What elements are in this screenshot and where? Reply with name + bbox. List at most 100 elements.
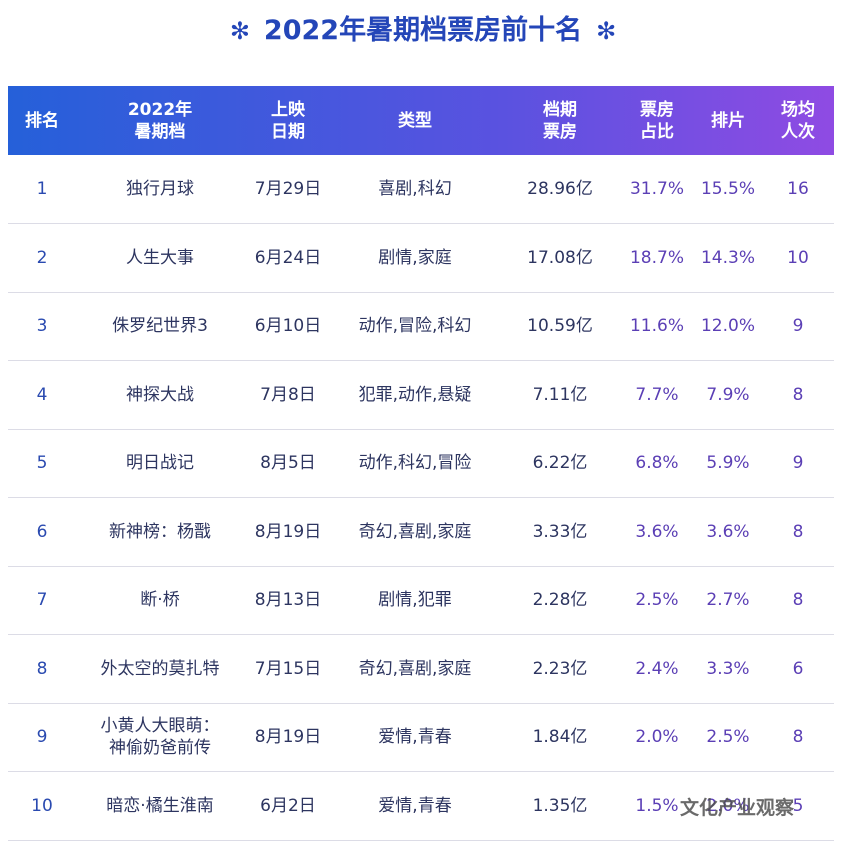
table-row: 10 暗恋·橘生淮南 6月2日 爱情,青春 1.35亿 1.5% 2.0% 5 [8,772,834,841]
table-cell: 独行月球 [75,155,245,223]
table-cell: 爱情,青春 [340,703,490,771]
cell-text: 8 [792,384,804,405]
cell-text: 6月2日 [260,795,316,816]
cell-text: 6.22亿 [532,453,588,473]
table-cell: 神探大战 [75,361,245,429]
table-cell: 15.5% [693,155,763,223]
table-cell: 2.5% [617,566,697,634]
table-cell: 2.28亿 [500,566,620,634]
table-cell: 3.33亿 [500,498,620,566]
table-cell: 8月5日 [238,429,338,497]
table-cell: 10 [12,772,72,840]
header-cell: 档期 票房 [500,86,620,155]
cell-text: 1.5% [635,795,679,816]
table-cell: 2.0% [617,703,697,771]
cell-text: 动作,冒险,科幻 [358,316,472,336]
table-cell: 1.84亿 [500,703,620,771]
header-cell: 场均 人次 [768,86,828,155]
header-text: 排名 [25,110,59,131]
cell-text: 3.3% [706,658,750,679]
cell-text: 神偷奶爸前传 [109,738,211,758]
table-cell: 7月15日 [238,635,338,703]
table-cell: 爱情,青春 [340,772,490,840]
header-text: 排片 [711,110,745,131]
cell-text: 2.4% [635,658,679,679]
table-cell: 动作,科幻,冒险 [340,429,490,497]
table-row: 6 新神榜：杨戬 8月19日 奇幻,喜剧,家庭 3.33亿 3.6% 3.6% 8 [8,498,834,567]
table-row: 2 人生大事 6月24日 剧情,家庭 17.08亿 18.7% 14.3% 10 [8,224,834,293]
table-cell: 剧情,家庭 [340,224,490,292]
table-cell: 6月10日 [238,292,338,360]
cell-text: 28.96亿 [527,179,593,199]
table-cell: 1.35亿 [500,772,620,840]
cell-text: 3.6% [706,521,750,542]
table-cell: 2.0% [693,772,763,840]
cell-text: 6 [792,658,804,679]
cell-text: 10 [787,247,809,268]
cell-text: 7月29日 [254,179,322,199]
table-cell: 16 [768,155,828,223]
cell-text: 15.5% [700,179,755,199]
cell-text: 7.11亿 [532,384,588,405]
header-text: 人次 [781,121,815,142]
cell-text: 31.7% [629,179,684,199]
cell-text: 7.9% [706,384,750,405]
table-cell: 2.23亿 [500,635,620,703]
cell-text: 爱情,青春 [378,727,452,747]
table-cell: 犯罪,动作,悬疑 [340,361,490,429]
cell-text: 11.6% [629,316,684,336]
cell-text: 喜剧,科幻 [378,179,452,199]
table-cell: 新神榜：杨戬 [75,498,245,566]
table-cell: 侏罗纪世界3 [75,292,245,360]
table-cell: 6月24日 [238,224,338,292]
table-cell: 7 [12,566,72,634]
cell-text: 10 [31,795,53,816]
table-cell: 6.8% [617,429,697,497]
cell-text: 爱情,青春 [378,795,452,816]
cell-text: 2.5% [706,727,750,747]
table-cell: 9 [768,292,828,360]
header-text: 场均 [781,99,815,120]
cell-text: 8 [792,521,804,542]
table-cell: 31.7% [617,155,697,223]
header-text: 类型 [398,110,432,131]
table-cell: 10 [768,224,828,292]
cell-text: 12.0% [700,316,755,336]
table-cell: 6 [12,498,72,566]
table-cell: 4 [12,361,72,429]
cell-text: 6月24日 [254,247,322,268]
cell-text: 2.23亿 [532,658,588,679]
table-cell: 6.22亿 [500,429,620,497]
table-cell: 17.08亿 [500,224,620,292]
cell-text: 外太空的莫扎特 [100,658,220,679]
cell-text: 8月5日 [260,453,316,473]
table-cell: 2 [12,224,72,292]
table-header: 排名 2022年 暑期档 上映 日期 类型 档期 票房 票房 占比 排片 场均 人次 [8,86,834,155]
cell-text: 7.7% [635,384,679,405]
table-cell: 8 [12,635,72,703]
table-cell: 3.6% [617,498,697,566]
cell-text: 2.0% [635,727,679,747]
cell-text: 明日战记 [126,453,194,473]
cell-text: 3 [36,316,48,336]
header-text: 档期 [543,99,577,120]
cell-text: 1.35亿 [532,795,588,816]
table-row: 4 神探大战 7月8日 犯罪,动作,悬疑 7.11亿 7.7% 7.9% 8 [8,361,834,430]
table-cell: 10.59亿 [500,292,620,360]
table-cell: 奇幻,喜剧,家庭 [340,498,490,566]
table-row: 3 侏罗纪世界3 6月10日 动作,冒险,科幻 10.59亿 11.6% 12.0% 9 [8,292,834,361]
table-cell: 6 [768,635,828,703]
cell-text: 6.8% [635,453,679,473]
cell-text: 8月13日 [254,590,322,610]
header-text: 日期 [271,121,305,142]
cell-text: 独行月球 [126,179,194,199]
table-cell: 6月2日 [238,772,338,840]
table-cell: 1 [12,155,72,223]
table-cell: 2.5% [693,703,763,771]
header-text: 占比 [640,121,674,142]
cell-text: 新神榜：杨戬 [109,521,211,542]
cell-text: 犯罪,动作,悬疑 [358,384,472,405]
cell-text: 小黄人大眼萌： [100,716,220,736]
table-cell: 5 [12,429,72,497]
